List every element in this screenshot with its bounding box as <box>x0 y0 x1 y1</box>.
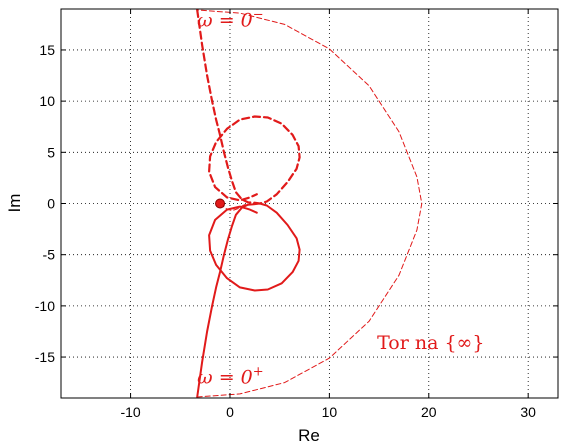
nyquist-series-2-dashed <box>196 8 301 205</box>
ticks <box>61 9 558 398</box>
nyquist-series-4-thin-dashed <box>219 203 249 212</box>
nyquist-series-3-thin-dashed <box>196 9 423 398</box>
y-axis-title: Im <box>5 194 24 213</box>
y-tick-label: -5 <box>43 247 56 263</box>
nyquist-series-1-solid <box>196 202 301 398</box>
x-tick-label: 20 <box>421 404 437 420</box>
x-tick-label: 0 <box>226 404 234 420</box>
critical-point-markers <box>215 198 226 209</box>
omega-zero-plus-text: ω = 0 <box>197 367 253 389</box>
x-tick-label: 10 <box>322 404 338 420</box>
omega-zero-minus-text: ω = 0 <box>197 9 253 31</box>
x-tick-labels: -10 0 10 20 30 <box>120 404 536 420</box>
omega-zero-minus-superscript: − <box>253 7 264 22</box>
y-tick-label: -10 <box>35 298 55 314</box>
y-tick-label: 5 <box>47 144 55 160</box>
grid <box>61 9 558 398</box>
y-tick-label: 15 <box>39 42 55 58</box>
plot-series <box>196 8 423 398</box>
y-tick-label: -15 <box>35 349 55 365</box>
omega-zero-plus-superscript: + <box>253 365 264 380</box>
x-axis-title: Re <box>298 426 320 445</box>
x-tick-label: 30 <box>520 404 536 420</box>
critical-point-marker <box>215 198 226 209</box>
y-tick-label: 0 <box>47 196 55 212</box>
infinity-arc-label: Tor na {∞} <box>377 332 484 354</box>
omega-zero-minus-label: ω = 0− <box>197 7 263 31</box>
y-tick-label: 10 <box>39 93 55 109</box>
omega-zero-plus-label: ω = 0+ <box>197 365 263 389</box>
x-tick-label: -10 <box>120 404 140 420</box>
annotations: ω = 0− ω = 0+ Tor na {∞} <box>197 7 484 388</box>
y-tick-labels: -15 -10 -5 0 5 10 15 <box>35 42 55 365</box>
